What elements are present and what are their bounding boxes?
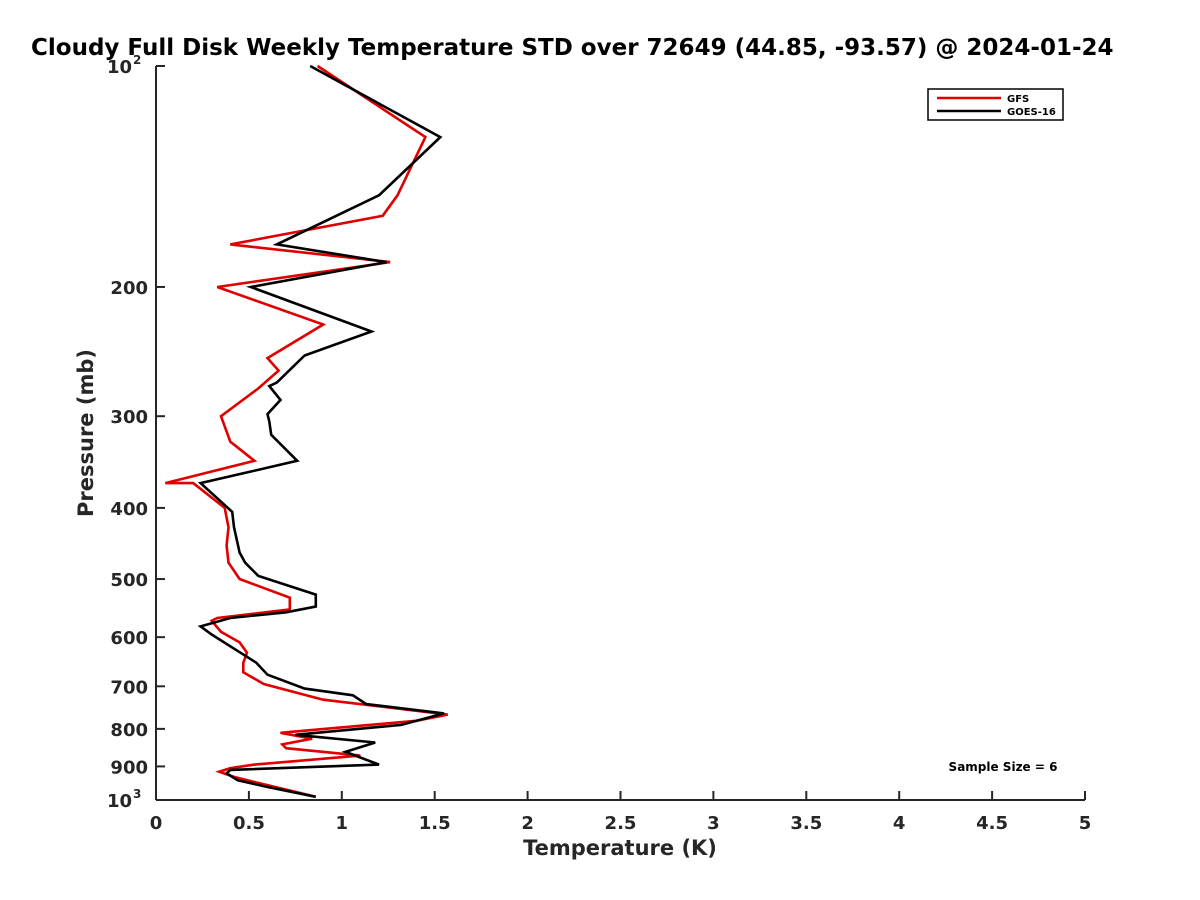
- y-tick-label: 500: [110, 570, 148, 591]
- y-tick-label: 800: [110, 720, 148, 741]
- y-tick-label-exponent: 3: [133, 787, 141, 801]
- x-tick-label: 4.5: [976, 813, 1008, 834]
- x-tick-label: 2.5: [605, 813, 637, 834]
- x-tick-label: 3: [707, 813, 720, 834]
- legend: GFS GOES-16: [927, 88, 1064, 121]
- y-tick-label-base: 10: [107, 791, 132, 812]
- y-tick-label: 600: [110, 628, 148, 649]
- legend-box: [927, 88, 1064, 121]
- legend-label: GOES-16: [1007, 107, 1056, 118]
- y-tick-label: 400: [110, 499, 148, 520]
- x-tick-label: 2: [521, 813, 534, 834]
- x-tick-label: 1.5: [419, 813, 451, 834]
- y-tick-label: 700: [110, 677, 148, 698]
- y-axis-label: Pressure (mb): [74, 349, 98, 517]
- plot-area: 0 0.5 1 1.5 2 2.5 3 3.5 4 4.5 510 22003004005006007…: [107, 53, 1091, 834]
- y-tick-label: 900: [110, 757, 148, 778]
- x-tick-label: 0.5: [233, 813, 265, 834]
- x-tick-label: 3.5: [790, 813, 822, 834]
- x-tick-label: 1: [336, 813, 349, 834]
- y-tick-label-base: 10: [107, 57, 132, 78]
- y-tick-label: 200: [110, 278, 148, 299]
- legend-label: GFS: [1007, 94, 1029, 105]
- x-tick-label: 0: [150, 813, 163, 834]
- series-line-goes-16: [197, 64, 445, 799]
- x-tick-label: 5: [1079, 813, 1092, 834]
- chart-title: Cloudy Full Disk Weekly Temperature STD …: [31, 35, 1114, 61]
- x-axis-label: Temperature (K): [523, 836, 717, 860]
- y-tick-label-exponent: 2: [133, 53, 141, 67]
- x-tick-label: 4: [893, 813, 906, 834]
- series-line-gfs: [164, 64, 448, 799]
- y-tick-label: 300: [110, 407, 148, 428]
- sample-size-annotation: Sample Size = 6: [949, 760, 1058, 774]
